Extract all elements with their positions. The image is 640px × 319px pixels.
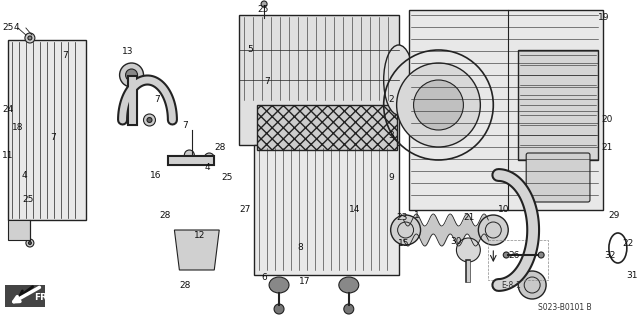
Circle shape	[147, 117, 152, 122]
Circle shape	[25, 33, 35, 43]
Text: 16: 16	[150, 170, 161, 180]
Text: 28: 28	[179, 280, 191, 290]
Text: 29: 29	[608, 211, 620, 219]
Text: 14: 14	[349, 205, 360, 214]
Text: FR.: FR.	[34, 293, 51, 301]
Text: 25: 25	[22, 196, 33, 204]
Text: 28: 28	[159, 211, 171, 219]
Text: 9: 9	[388, 174, 394, 182]
Text: 17: 17	[299, 278, 310, 286]
Circle shape	[184, 150, 195, 160]
Circle shape	[397, 63, 481, 147]
Text: 5: 5	[247, 46, 253, 55]
Circle shape	[125, 69, 138, 81]
Circle shape	[195, 156, 204, 164]
Circle shape	[274, 304, 284, 314]
Circle shape	[456, 238, 481, 262]
Polygon shape	[8, 220, 30, 240]
Text: 22: 22	[623, 239, 634, 248]
Polygon shape	[174, 230, 220, 270]
Text: 31: 31	[626, 271, 637, 279]
Text: 21: 21	[463, 213, 475, 222]
Circle shape	[261, 1, 267, 7]
Circle shape	[204, 153, 214, 163]
Text: 25: 25	[221, 174, 232, 182]
Circle shape	[26, 239, 34, 247]
Circle shape	[390, 215, 420, 245]
Text: 15: 15	[397, 239, 409, 248]
Text: 4: 4	[204, 164, 210, 173]
Circle shape	[28, 36, 32, 40]
Circle shape	[538, 252, 544, 258]
Text: 7: 7	[50, 133, 56, 143]
Text: 13: 13	[122, 48, 133, 56]
Bar	[239, 15, 399, 145]
Text: 20: 20	[601, 115, 612, 124]
FancyBboxPatch shape	[526, 153, 590, 202]
Circle shape	[120, 63, 143, 87]
Text: 26: 26	[508, 250, 520, 259]
Text: 11: 11	[2, 151, 13, 160]
Text: 3: 3	[388, 130, 394, 139]
Bar	[254, 145, 399, 275]
Bar	[488, 240, 548, 280]
Circle shape	[503, 252, 509, 258]
Text: 19: 19	[598, 13, 609, 23]
Text: 4: 4	[22, 170, 28, 180]
Text: 21: 21	[601, 144, 612, 152]
Bar	[8, 40, 86, 220]
Bar	[518, 50, 598, 160]
Ellipse shape	[269, 277, 289, 293]
Text: 7: 7	[62, 50, 68, 60]
Text: 24: 24	[2, 106, 13, 115]
Bar	[408, 10, 603, 210]
Text: 25: 25	[257, 5, 269, 14]
Text: E-8-1: E-8-1	[501, 280, 521, 290]
Text: 7: 7	[264, 78, 270, 86]
Bar	[257, 105, 397, 150]
Text: 18: 18	[12, 123, 24, 132]
Circle shape	[413, 80, 463, 130]
Circle shape	[478, 215, 508, 245]
Text: 32: 32	[604, 250, 615, 259]
Text: 6: 6	[261, 273, 267, 283]
Bar	[5, 285, 45, 307]
Ellipse shape	[339, 277, 359, 293]
Text: S023-B0101 B: S023-B0101 B	[538, 303, 592, 313]
Text: 7: 7	[182, 121, 188, 130]
Text: 23: 23	[397, 213, 408, 222]
Text: 28: 28	[214, 144, 226, 152]
Text: 27: 27	[239, 205, 250, 214]
Text: 7: 7	[154, 95, 160, 105]
Text: 25: 25	[2, 24, 13, 33]
Text: 30: 30	[451, 238, 462, 247]
Text: 1: 1	[413, 211, 419, 219]
Ellipse shape	[383, 45, 413, 115]
Text: 10: 10	[499, 205, 510, 214]
Text: 8: 8	[297, 243, 303, 253]
Circle shape	[143, 114, 156, 126]
Circle shape	[518, 271, 546, 299]
Circle shape	[344, 304, 354, 314]
Text: 12: 12	[195, 231, 205, 240]
Text: 4: 4	[14, 24, 20, 33]
Text: 2: 2	[388, 95, 394, 105]
Circle shape	[28, 241, 31, 244]
